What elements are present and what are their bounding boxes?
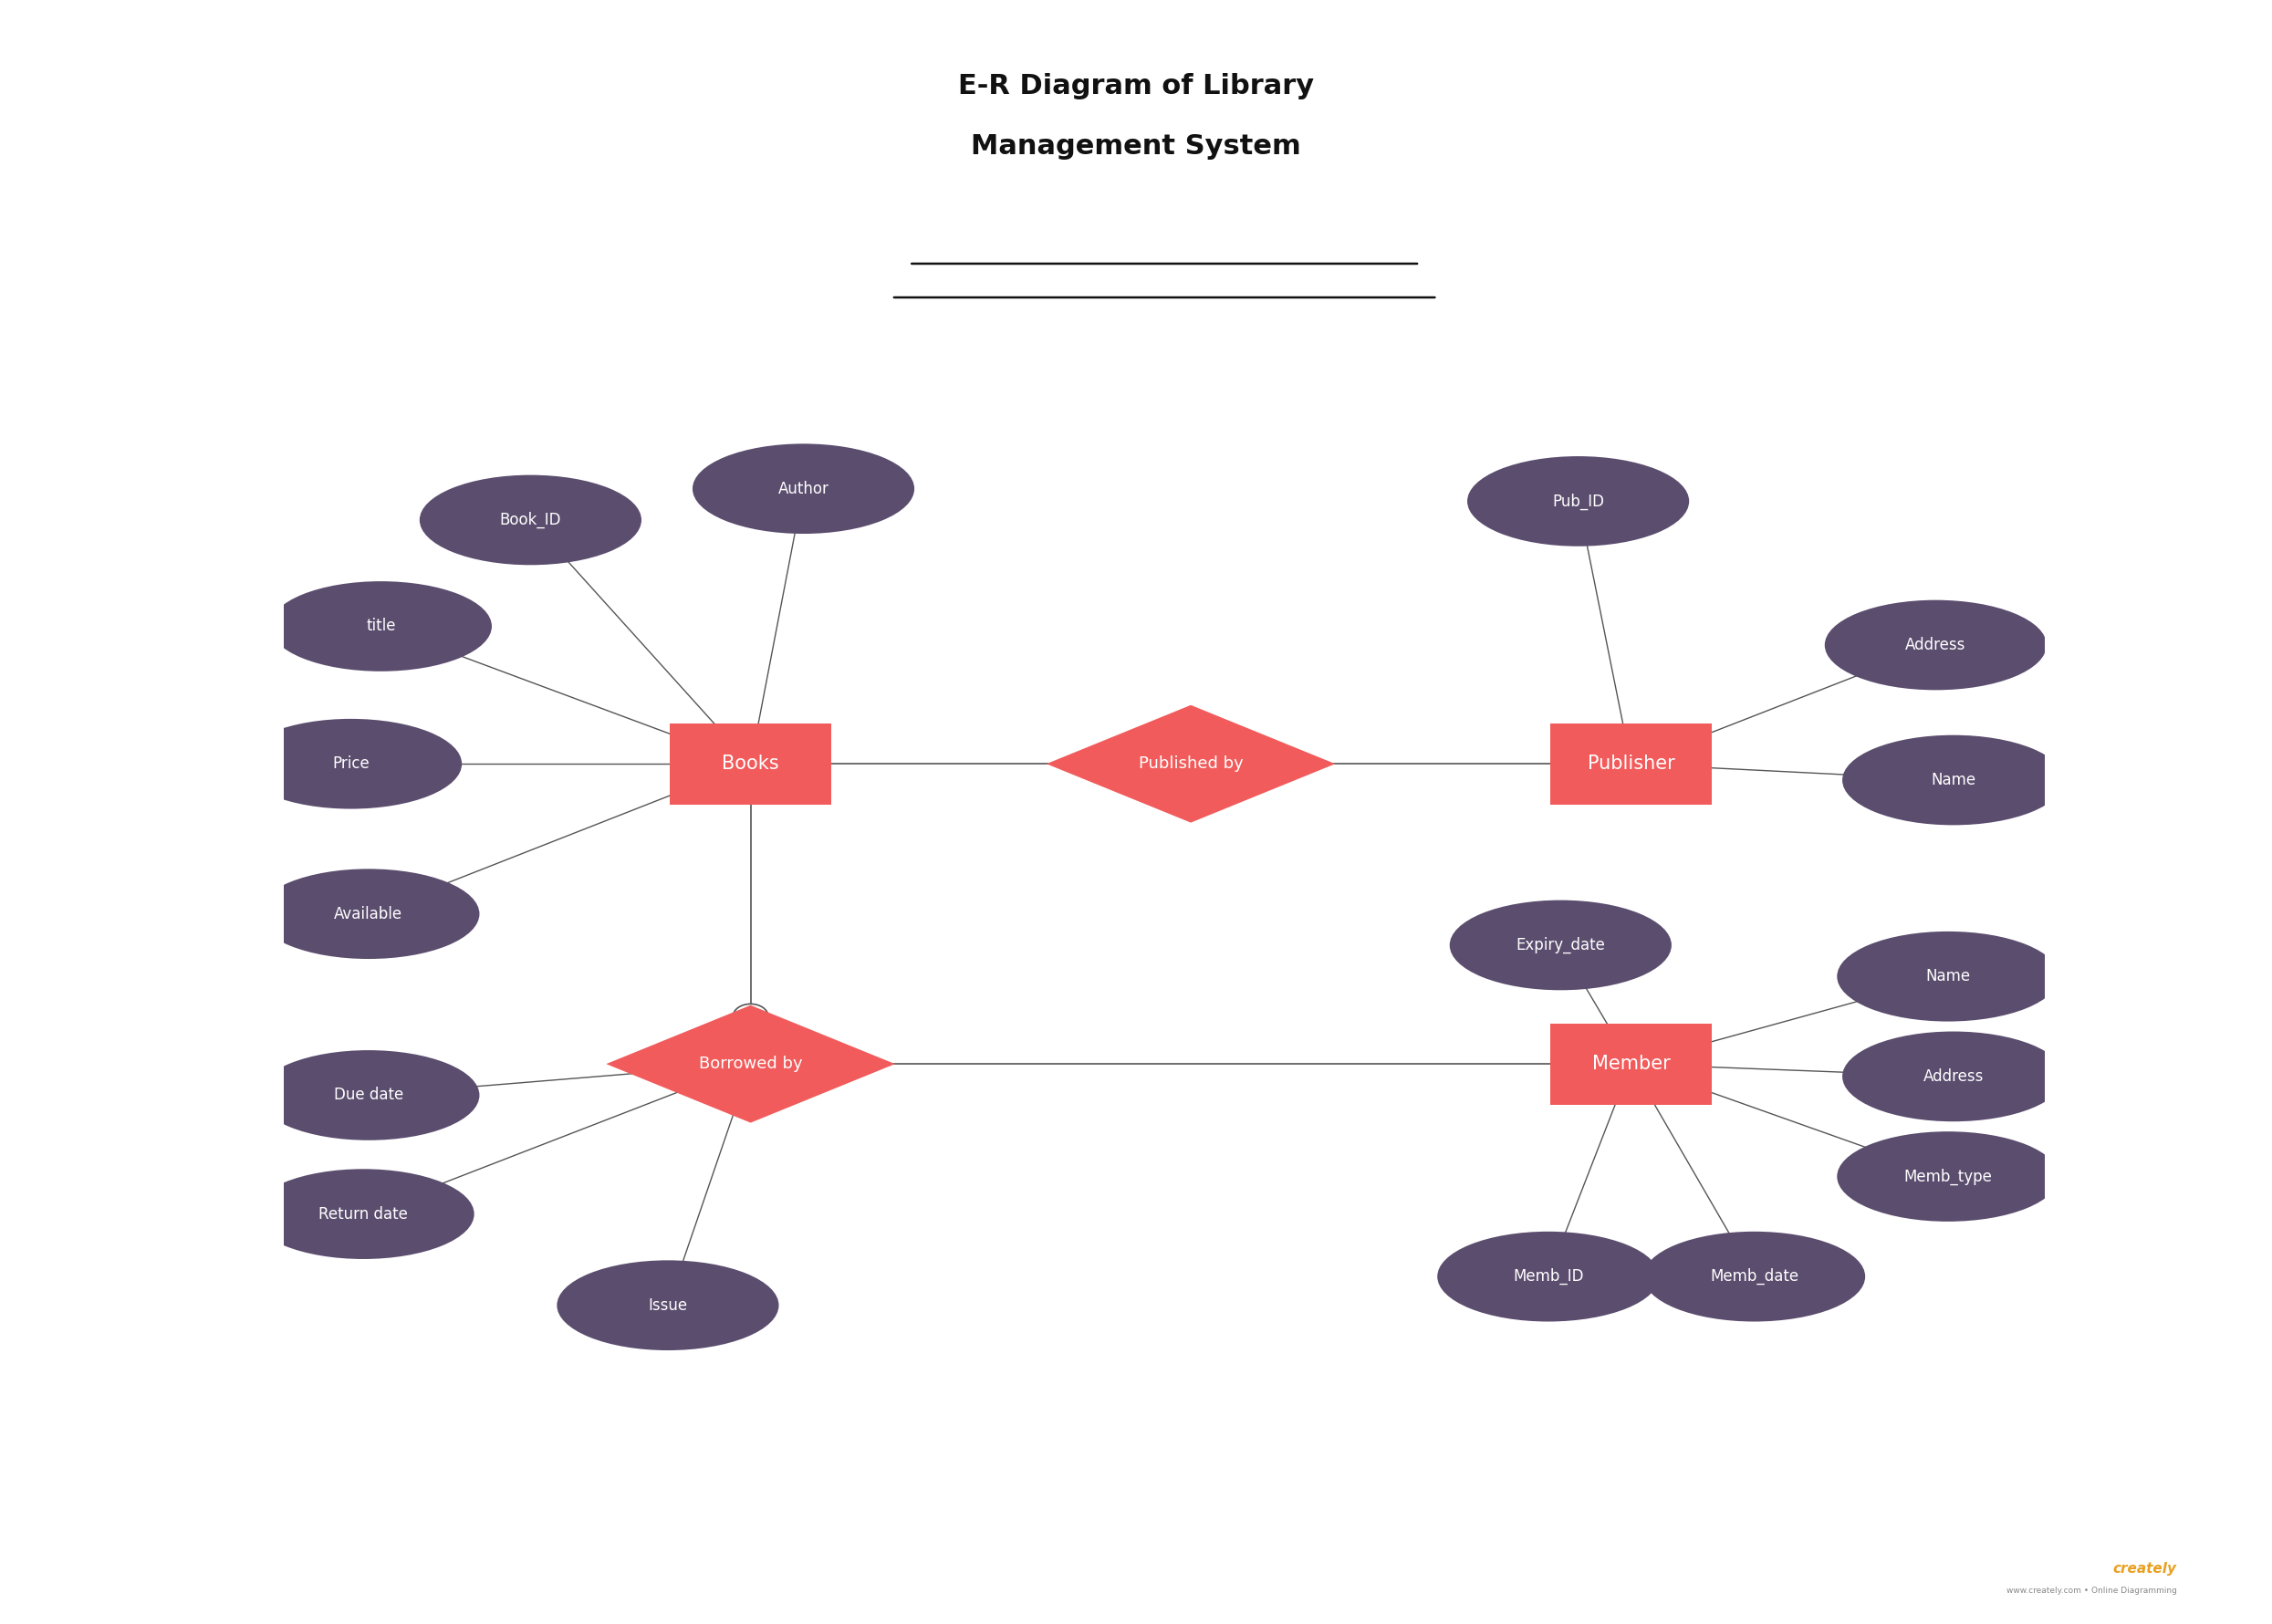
Ellipse shape xyxy=(1438,1231,1659,1322)
Text: creately: creately xyxy=(2113,1562,2177,1575)
Ellipse shape xyxy=(257,1051,479,1140)
Circle shape xyxy=(1106,752,1141,776)
Polygon shape xyxy=(607,1005,895,1122)
Text: title: title xyxy=(366,619,395,635)
Text: Author: Author xyxy=(777,481,829,497)
Ellipse shape xyxy=(1843,736,2065,825)
Text: Address: Address xyxy=(1922,1069,1983,1085)
Text: Available: Available xyxy=(334,906,402,922)
FancyBboxPatch shape xyxy=(670,723,832,804)
Text: Book_ID: Book_ID xyxy=(500,512,561,528)
Text: E-R Diagram of Library: E-R Diagram of Library xyxy=(959,73,1313,99)
Text: Publisher: Publisher xyxy=(1588,755,1674,773)
Ellipse shape xyxy=(1468,456,1688,546)
Text: Published by: Published by xyxy=(1138,755,1243,771)
Text: Due date: Due date xyxy=(334,1086,404,1103)
Ellipse shape xyxy=(1843,1031,2065,1122)
Text: Memb_date: Memb_date xyxy=(1711,1268,1799,1285)
FancyBboxPatch shape xyxy=(1550,723,1713,804)
Polygon shape xyxy=(1047,705,1336,823)
Text: Pub_ID: Pub_ID xyxy=(1552,494,1604,510)
Text: Borrowed by: Borrowed by xyxy=(700,1056,802,1072)
Ellipse shape xyxy=(420,474,641,565)
Text: Expiry_date: Expiry_date xyxy=(1515,937,1606,953)
Text: Management System: Management System xyxy=(970,133,1302,159)
Text: Address: Address xyxy=(1906,637,1965,653)
Text: Member: Member xyxy=(1593,1056,1670,1073)
Ellipse shape xyxy=(241,719,461,809)
Ellipse shape xyxy=(257,869,479,958)
Ellipse shape xyxy=(1643,1231,1865,1322)
Text: Memb_ID: Memb_ID xyxy=(1513,1268,1584,1285)
Ellipse shape xyxy=(1450,900,1672,991)
Ellipse shape xyxy=(1824,599,2047,690)
Ellipse shape xyxy=(1838,932,2058,1021)
Text: Memb_type: Memb_type xyxy=(1904,1168,1993,1186)
Text: Issue: Issue xyxy=(648,1298,688,1314)
Text: Name: Name xyxy=(1927,968,1970,984)
Circle shape xyxy=(1241,752,1275,776)
Ellipse shape xyxy=(693,443,913,534)
Ellipse shape xyxy=(252,1169,475,1259)
Text: www.creately.com • Online Diagramming: www.creately.com • Online Diagramming xyxy=(2006,1587,2177,1595)
Text: Books: Books xyxy=(722,755,779,773)
Circle shape xyxy=(800,1051,836,1077)
Text: Price: Price xyxy=(332,755,370,771)
Ellipse shape xyxy=(1838,1132,2058,1221)
Ellipse shape xyxy=(270,581,491,671)
Text: Return date: Return date xyxy=(318,1205,409,1223)
Ellipse shape xyxy=(557,1260,779,1350)
FancyBboxPatch shape xyxy=(1550,1023,1713,1104)
Circle shape xyxy=(734,1004,768,1030)
Text: Name: Name xyxy=(1931,771,1977,788)
